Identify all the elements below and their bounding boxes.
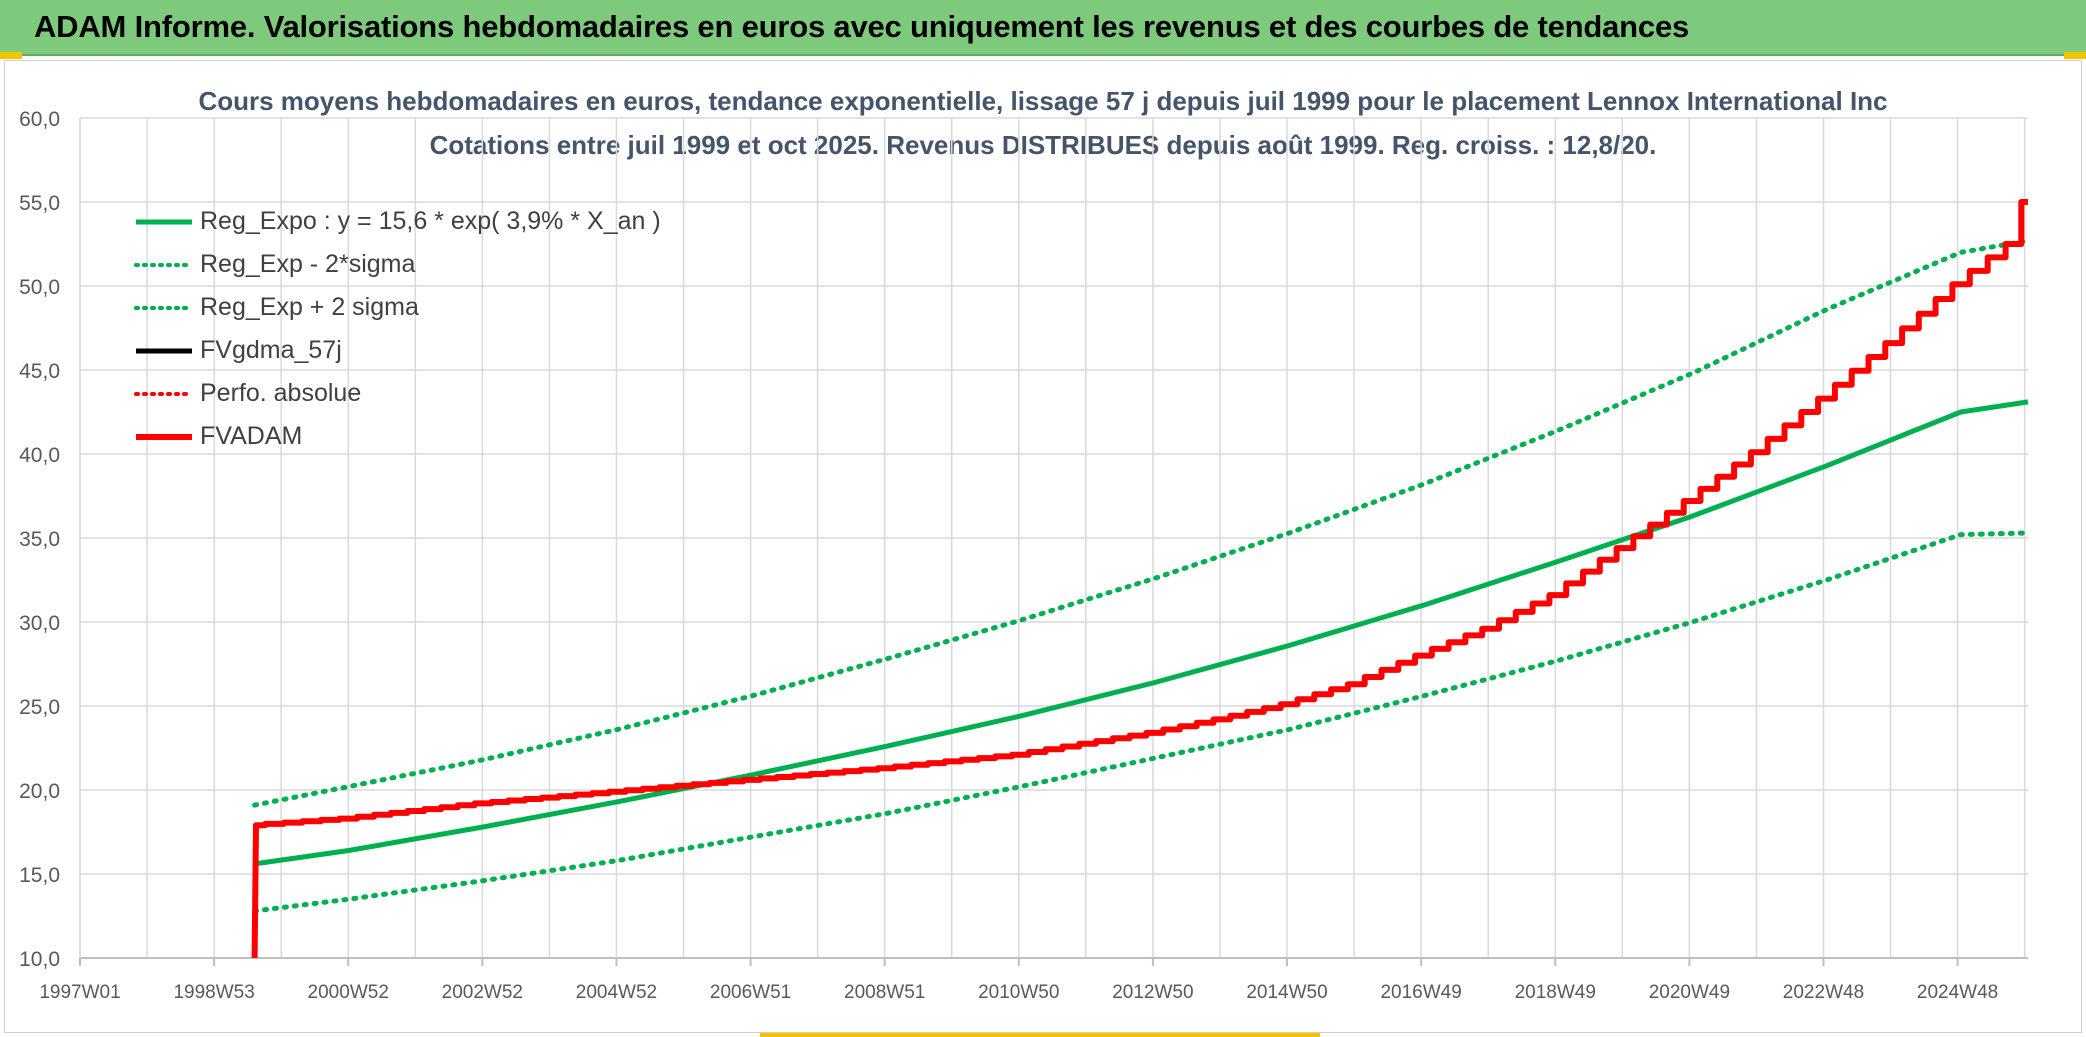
x-axis-ticks: 1997W01 1998W53 2000W52 2002W52 2004W52 2006W…: [39, 958, 1998, 1003]
x-tick-label: 2008W51: [844, 982, 925, 1003]
x-tick-label: 1998W53: [173, 982, 254, 1003]
x-tick-label: 2004W52: [576, 982, 657, 1003]
report-banner: ADAM Informe. Valorisations hebdomadaire…: [0, 0, 2086, 56]
legend-swatch: [134, 255, 194, 275]
series-1-line: [252, 530, 2031, 914]
legend-swatch: [134, 298, 194, 318]
legend-item: Reg_Exp + 2 sigma: [134, 286, 661, 329]
y-axis-ticks: 60,0 55,0 50,0 45,0 40,0 35,0 30,0 25,0 20,0 15,0…: [19, 108, 60, 971]
legend-item: FVgdma_57j: [134, 329, 661, 372]
legend-label: FVADAM: [200, 422, 303, 450]
legend-item: Perfo. absolue: [134, 372, 661, 415]
chart-series: [251, 199, 2031, 959]
y-tick-label: 50,0: [19, 276, 60, 299]
series-0-line: [254, 399, 2029, 867]
legend-label: FVgdma_57j: [200, 336, 342, 364]
y-tick-label: 15,0: [19, 864, 60, 887]
x-tick-label: 2022W48: [1783, 982, 1864, 1003]
x-tick-label: 2002W52: [442, 982, 523, 1003]
legend-swatch: [134, 212, 194, 232]
x-tick-label: 2010W50: [978, 982, 1059, 1003]
x-tick-label: 2018W49: [1515, 982, 1596, 1003]
y-tick-label: 10,0: [19, 948, 60, 971]
report-title: ADAM Informe. Valorisations hebdomadaire…: [34, 9, 1690, 44]
legend-item: Reg_Expo : y = 15,6 * exp( 3,9% * X_an ): [134, 200, 661, 243]
y-tick-label: 20,0: [19, 780, 60, 803]
legend-label: Reg_Expo : y = 15,6 * exp( 3,9% * X_an ): [200, 207, 661, 235]
legend-swatch: [134, 341, 194, 361]
x-tick-label: 2006W51: [710, 982, 791, 1003]
legend-swatch: [134, 384, 194, 404]
chart-frame: [4, 60, 2082, 1033]
y-tick-label: 40,0: [19, 444, 60, 467]
legend-label: Perfo. absolue: [200, 379, 362, 407]
y-tick-label: 60,0: [19, 108, 60, 131]
x-tick-label: 1997W01: [39, 982, 120, 1003]
legend-item: FVADAM: [134, 415, 661, 458]
chart-legend: Reg_Expo : y = 15,6 * exp( 3,9% * X_an )…: [134, 200, 661, 458]
y-tick-label: 25,0: [19, 696, 60, 719]
y-tick-label: 35,0: [19, 528, 60, 551]
y-tick-label: 30,0: [19, 612, 60, 635]
x-tick-label: 2016W49: [1380, 982, 1461, 1003]
x-tick-label: 2012W50: [1112, 982, 1193, 1003]
y-tick-label: 45,0: [19, 360, 60, 383]
legend-item: Reg_Exp - 2*sigma: [134, 243, 661, 286]
y-tick-label: 55,0: [19, 192, 60, 215]
bottom-accent-bar: [760, 1033, 1320, 1037]
x-tick-label: 2000W52: [308, 982, 389, 1003]
legend-label: Reg_Exp - 2*sigma: [200, 250, 416, 278]
legend-swatch: [134, 427, 194, 447]
x-tick-label: 2020W49: [1649, 982, 1730, 1003]
corner-accent-right: [2064, 52, 2086, 59]
chart-subtitle: Cotations entre juil 1999 et oct 2025. R…: [429, 130, 1657, 160]
x-tick-label: 2014W50: [1246, 982, 1327, 1003]
chart-title: Cours moyens hebdomadaires en euros, ten…: [198, 86, 1888, 116]
x-tick-label: 2024W48: [1917, 982, 1998, 1003]
series-5-line: [251, 199, 2028, 959]
corner-accent-left: [0, 52, 22, 59]
legend-label: Reg_Exp + 2 sigma: [200, 293, 419, 321]
series-2-line: [252, 238, 2031, 808]
